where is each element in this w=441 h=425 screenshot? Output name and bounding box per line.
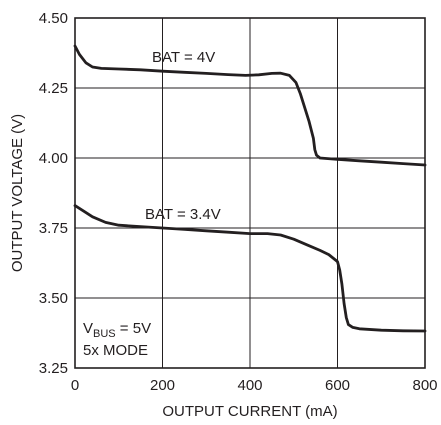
plot-frame [74,17,426,369]
y-tick-label: 4.25 [39,80,68,97]
x-tick-label: 400 [237,377,262,394]
x-tick-label: 600 [325,377,350,394]
x-tick-label: 0 [71,377,79,394]
mode-annotation: 5x MODE [83,342,148,359]
y-tick-label: 4.00 [39,150,68,167]
y-axis-title: OUTPUT VOLTAGE (V) [9,114,26,272]
vbus-prefix: V [83,320,93,337]
vbus-value: = 5V [116,320,151,337]
x-axis-title: OUTPUT CURRENT (mA) [162,403,337,420]
series-line-1 [73,44,427,167]
x-tick-label: 800 [412,377,437,394]
y-tick-label: 3.50 [39,290,68,307]
vbus-annotation: VBUS = 5V [83,320,151,340]
y-tick-label: 3.75 [39,220,68,237]
y-tick-label: 4.50 [39,10,68,27]
series-label-bat-4v: BAT = 4V [152,49,215,66]
series-line-2 [73,204,427,333]
vbus-subscript: BUS [93,328,116,340]
series-label-bat-3-4v: BAT = 3.4V [145,206,221,223]
x-tick-label: 200 [150,377,175,394]
y-tick-label: 3.25 [39,360,68,377]
series-group [73,44,427,333]
tick-labels: 0 200 400 600 800 3.25 3.50 3.75 4.00 4.25 4.50 [39,10,438,394]
